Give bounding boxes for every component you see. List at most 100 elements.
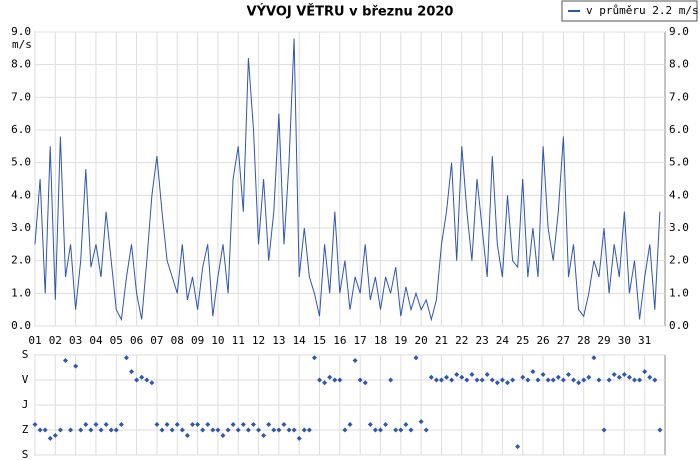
x-tick-label: 29: [597, 334, 610, 347]
direction-point: [342, 427, 348, 433]
direction-point: [240, 421, 246, 427]
direction-point: [37, 427, 43, 433]
y2-tick-label: 5.0: [669, 156, 689, 169]
direction-point: [372, 427, 378, 433]
direction-point: [565, 371, 571, 377]
direction-point: [225, 427, 231, 433]
direction-point: [362, 380, 368, 386]
x-tick-label: 23: [475, 334, 488, 347]
y-tick-label: 3.0: [11, 221, 31, 234]
direction-point: [576, 380, 582, 386]
x-tick-label: 22: [455, 334, 468, 347]
y2-tick-label: 8.0: [669, 58, 689, 71]
x-tick-label: 01: [28, 334, 41, 347]
direction-point: [657, 427, 663, 433]
direction-point: [418, 419, 424, 425]
x-tick-label: 20: [415, 334, 428, 347]
direction-point: [256, 427, 262, 433]
direction-point: [78, 427, 84, 433]
direction-point: [479, 377, 485, 383]
direction-point: [428, 374, 434, 380]
direction-point: [73, 363, 79, 369]
x-tick-label: 26: [536, 334, 549, 347]
direction-point: [250, 421, 256, 427]
x-tick-label: 25: [516, 334, 529, 347]
direction-point: [179, 427, 185, 433]
direction-point: [108, 427, 114, 433]
direction-point: [215, 427, 221, 433]
direction-point: [327, 374, 333, 380]
direction-point: [32, 421, 38, 427]
direction-point: [581, 377, 587, 383]
direction-point: [205, 421, 211, 427]
direction-point: [454, 371, 460, 377]
x-tick-label: 11: [232, 334, 245, 347]
y2-tick-label: 9.0: [669, 25, 689, 38]
direction-point: [398, 427, 404, 433]
direction-point: [571, 377, 577, 383]
direction-point: [306, 427, 312, 433]
direction-point: [367, 421, 373, 427]
direction-point: [459, 374, 465, 380]
direction-point: [62, 358, 68, 364]
x-tick-label: 28: [577, 334, 590, 347]
y-tick-label: Z: [22, 423, 29, 436]
direction-point: [261, 433, 267, 439]
y-tick-label: 7.0: [11, 90, 31, 103]
direction-point: [444, 374, 450, 380]
x-tick-label: 03: [69, 334, 82, 347]
direction-point: [377, 427, 383, 433]
direction-point: [195, 421, 201, 427]
direction-point: [632, 377, 638, 383]
y-tick-label: 4.0: [11, 188, 31, 201]
direction-point: [235, 427, 241, 433]
direction-point: [174, 421, 180, 427]
x-tick-label: 09: [191, 334, 204, 347]
wind-line: [34, 38, 661, 322]
x-tick-label: 05: [110, 334, 123, 347]
direction-point: [560, 377, 566, 383]
direction-point: [103, 421, 109, 427]
y2-tick-label: 3.0: [669, 221, 689, 234]
direction-point: [510, 377, 516, 383]
direction-point: [281, 421, 287, 427]
direction-point: [616, 374, 622, 380]
direction-point: [276, 427, 282, 433]
direction-point: [347, 421, 353, 427]
x-tick-label: 18: [374, 334, 387, 347]
direction-point: [530, 369, 536, 375]
x-tick-label: 10: [211, 334, 224, 347]
direction-point: [505, 380, 510, 386]
x-tick-label: 07: [150, 334, 163, 347]
direction-point: [403, 421, 409, 427]
direction-point: [129, 369, 135, 375]
direction-point: [42, 427, 48, 433]
direction-point: [317, 377, 323, 383]
direction-point: [149, 380, 155, 386]
direction-point: [134, 377, 140, 383]
y2-tick-label: 6.0: [669, 123, 689, 136]
direction-point: [184, 433, 190, 439]
chart-title: VÝVOJ VĚTRU v březnu 2020: [247, 4, 454, 20]
x-tick-label: 15: [313, 334, 326, 347]
direction-point: [301, 427, 307, 433]
direction-point: [494, 380, 500, 386]
y-tick-label: J: [22, 398, 29, 411]
direction-point: [210, 427, 216, 433]
y-tick-label: 1.0: [11, 286, 31, 299]
y-tick-label: 8.0: [11, 58, 31, 71]
x-tick-label: 02: [49, 334, 62, 347]
direction-point: [113, 427, 119, 433]
direction-point: [586, 374, 592, 380]
direction-point: [93, 421, 99, 427]
y-tick-label: 5.0: [11, 156, 31, 169]
direction-point: [606, 377, 612, 383]
x-tick-label: 16: [333, 334, 346, 347]
direction-point: [535, 377, 541, 383]
direction-point: [98, 427, 104, 433]
y-unit: m/s: [12, 38, 32, 51]
direction-point: [449, 377, 455, 383]
direction-point: [601, 427, 607, 433]
direction-point: [469, 371, 475, 377]
y-tick-label: 0.0: [11, 319, 31, 332]
